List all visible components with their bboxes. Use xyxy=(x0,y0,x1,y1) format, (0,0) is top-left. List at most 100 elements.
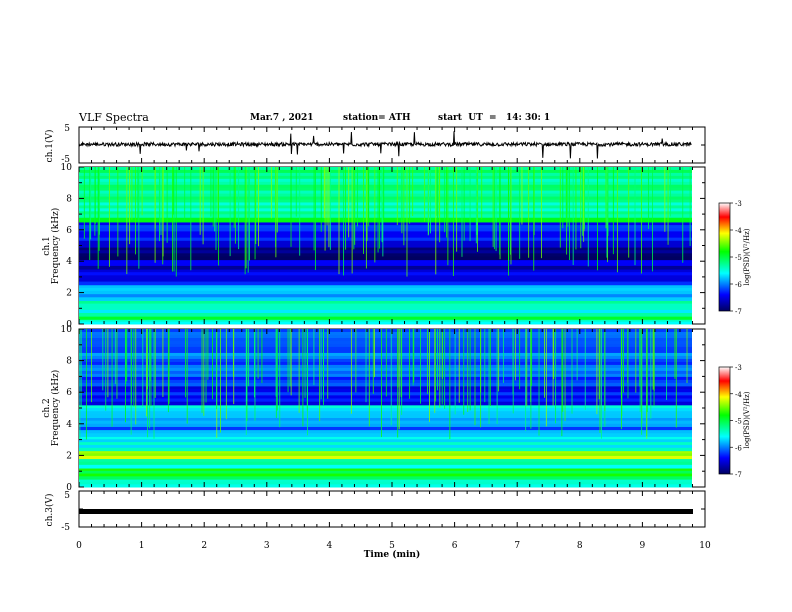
spectrogram-streak xyxy=(390,329,392,426)
spectrogram-band xyxy=(79,169,692,174)
spectrogram-streak xyxy=(129,167,131,245)
spectrogram-band xyxy=(79,473,692,477)
spectrogram-streak xyxy=(438,167,440,216)
waveform-ch3-trace xyxy=(79,509,693,514)
spectrogram-streak xyxy=(289,329,291,387)
spectrogram-band xyxy=(79,221,692,226)
spectrogram-streak xyxy=(234,167,236,244)
spectrogram-streak xyxy=(480,329,482,428)
ch1-ylabel: ch.1(V) xyxy=(44,130,55,163)
spectrogram-streak xyxy=(154,167,156,263)
spectrogram-band xyxy=(79,458,692,463)
spectrogram-streak xyxy=(108,167,110,267)
ch1-ytick-top: 5 xyxy=(64,124,70,134)
spectrogram-streak xyxy=(212,167,214,227)
spectrogram-streak xyxy=(299,167,301,256)
spectrogram-streak xyxy=(142,329,144,407)
spectrogram-streak xyxy=(102,329,104,391)
spectrogram-band xyxy=(79,240,692,245)
spectrogram-band xyxy=(79,265,692,270)
spectrogram-streak xyxy=(323,167,325,219)
ch3-ytick-top: 5 xyxy=(64,491,70,501)
spectrogram-streak xyxy=(201,329,203,413)
spectrogram-streak xyxy=(492,167,494,247)
spectrogram-band xyxy=(79,205,692,209)
ytick-label: 2 xyxy=(66,451,72,461)
spectrogram-streak xyxy=(105,329,107,411)
spectrogram-streak xyxy=(326,167,328,226)
xlabel: Time (min) xyxy=(364,549,421,560)
colorbar-tick-label: -3 xyxy=(735,200,742,208)
spectrogram-streak xyxy=(508,167,509,276)
spectrogram-band xyxy=(79,389,692,393)
spectrogram-streak xyxy=(327,329,329,399)
spectrogram-band xyxy=(79,346,692,351)
spectrogram-streak xyxy=(634,167,636,266)
spectrogram-streak xyxy=(587,167,589,267)
colorbar-ch1-label: log(PSD)(V²/Hz) xyxy=(743,228,751,285)
spectrogram-streak xyxy=(521,167,523,225)
spectrogram-band xyxy=(79,334,692,339)
spectrogram-band xyxy=(79,234,692,239)
spectrogram-streak xyxy=(435,167,437,216)
spectrogram-streak xyxy=(565,167,567,220)
spectrogram-streak xyxy=(244,167,246,275)
ytick-label: 10 xyxy=(61,325,73,335)
spectrogram-band xyxy=(79,426,692,431)
spectrogram-streak xyxy=(627,329,629,399)
spectrogram-streak xyxy=(313,329,315,386)
spectrogram-streak xyxy=(382,167,384,257)
spectrogram-ch1-image xyxy=(79,167,692,325)
spectrogram-streak xyxy=(162,329,164,397)
spectrogram-streak xyxy=(555,329,557,424)
spectrogram-streak xyxy=(427,329,428,394)
spectrogram-streak xyxy=(383,167,385,220)
spectrogram-streak xyxy=(290,167,292,247)
spectrogram-streak xyxy=(247,167,249,273)
spectrogram-streak xyxy=(348,167,350,238)
spectrogram-streak xyxy=(261,329,263,384)
spectrogram-streak xyxy=(91,329,92,403)
spectrogram-streak xyxy=(253,329,255,398)
spectrogram-streak xyxy=(412,329,414,386)
spectrogram-band xyxy=(79,329,692,333)
spectrogram-band xyxy=(79,313,692,317)
spectrogram-band xyxy=(79,187,692,192)
ch1-ylabel-channel: ch.1 xyxy=(42,236,52,255)
spectrogram-band xyxy=(79,193,692,198)
spectrogram-band xyxy=(79,447,692,452)
spectrogram-streak xyxy=(168,329,170,404)
spectrogram-streak xyxy=(381,167,383,243)
spectrogram-band xyxy=(79,228,692,232)
spectrogram-streak xyxy=(583,167,585,242)
spectrogram-streak xyxy=(147,329,149,438)
spectrogram-band xyxy=(79,297,692,301)
spectrogram-streak xyxy=(328,167,330,248)
ytick-label: 4 xyxy=(66,420,72,430)
spectrogram-streak xyxy=(343,167,345,276)
spectrogram-streak xyxy=(116,329,118,399)
spectrogram-streak xyxy=(355,329,357,393)
spectrogram-band xyxy=(79,259,692,264)
spectrogram-streak xyxy=(666,329,668,400)
spectrogram-band xyxy=(79,309,692,314)
colorbar-tick-label: -5 xyxy=(735,418,742,426)
spectrogram-streak xyxy=(257,329,259,379)
spectrogram-band xyxy=(79,300,692,305)
spectrogram-streak xyxy=(461,167,463,257)
spectrogram-streak xyxy=(368,167,370,227)
spectrogram-streak xyxy=(562,329,564,412)
ch1-ytick-bottom: -5 xyxy=(61,155,70,165)
spectrogram-band xyxy=(79,167,692,171)
spectrogram-streak xyxy=(446,167,448,238)
spectrogram-streak xyxy=(190,167,192,271)
spectrogram-band xyxy=(79,468,692,472)
spectrogram-band xyxy=(79,190,692,195)
spectrogram-streak xyxy=(338,167,340,275)
spectrogram-streak xyxy=(552,329,554,406)
spectrogram-streak xyxy=(528,167,530,258)
spectrogram-streak xyxy=(519,167,521,259)
spectrogram-streak xyxy=(489,329,491,406)
spectrogram-streak xyxy=(413,329,415,383)
ytick-label: 6 xyxy=(66,226,72,236)
